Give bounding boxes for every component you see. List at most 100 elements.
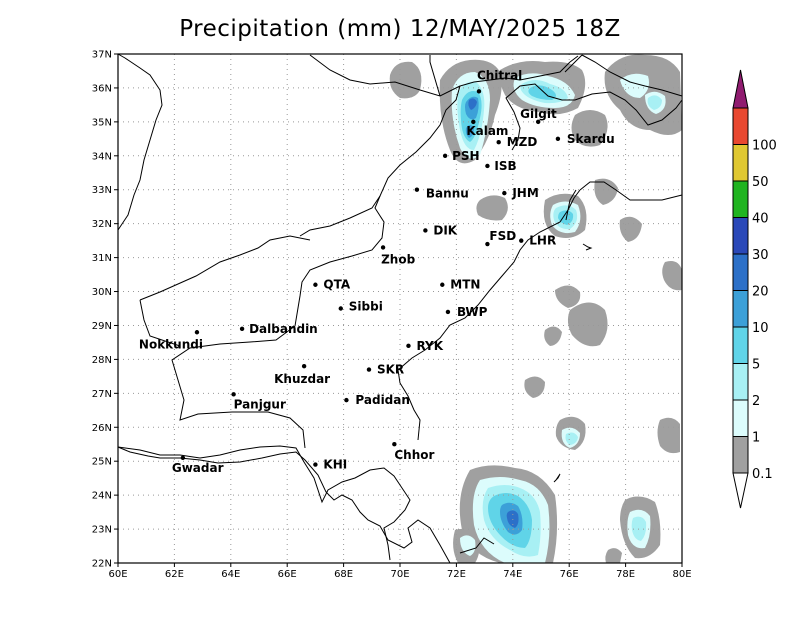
city-label: Bannu [426, 187, 469, 201]
city-label: MTN [450, 278, 480, 292]
city-label: Gwadar [172, 461, 224, 475]
colorbar-segment [732, 399, 749, 437]
precip-grey-east6 [544, 326, 562, 346]
precip-l2-ne [647, 95, 662, 110]
afg-northeast-border [309, 54, 461, 97]
lat-tick-label: 29N [92, 321, 112, 332]
city-label: Skardu [567, 132, 615, 146]
city-label: Khuzdar [274, 372, 330, 386]
city-label: DIK [433, 223, 457, 237]
city-marker [485, 163, 490, 169]
afg-iran-border [117, 53, 381, 347]
colorbar-lower-arrow [732, 472, 749, 509]
lat-tick-label: 27N [92, 389, 112, 400]
lon-tick-label: 78E [616, 569, 635, 580]
lat-tick-label: 34N [92, 151, 112, 162]
city-marker [180, 455, 186, 461]
lat-tick-label: 36N [92, 83, 112, 94]
lat-tick-label: 25N [92, 457, 112, 468]
city-label: RYK [416, 339, 443, 353]
city-label: LHR [529, 234, 556, 248]
lat-lon-grid [118, 54, 682, 563]
lon-tick-label: 60E [108, 569, 127, 580]
lon-tick-label: 68E [334, 569, 353, 580]
lat-tick-label: 33N [92, 185, 112, 196]
city-marker [392, 442, 397, 447]
lon-tick-label: 62E [165, 569, 184, 580]
lon-tick-label: 70E [390, 569, 409, 580]
city-marker [471, 119, 476, 125]
coastline [117, 446, 495, 564]
city-label: QTA [323, 278, 350, 292]
city-marker [502, 190, 507, 196]
colorbar-segment [732, 363, 749, 401]
precipitation-shading [389, 54, 682, 563]
lat-tick-label: 26N [92, 423, 112, 434]
precip-l2-small [565, 432, 578, 445]
precip-l1-south2 [460, 535, 476, 556]
precip-grey-east9 [657, 417, 680, 454]
colorbar-label: 40 [752, 212, 769, 227]
city-label: FSD [489, 229, 516, 243]
city-marker [476, 89, 482, 94]
city-label: SKR [377, 363, 404, 377]
colorbar-segment [732, 326, 749, 364]
city-marker [445, 309, 451, 315]
map-axes: 60E 62E 64E 66E 68E 70E 72E 74E 76E 78E 80E 22N 23N 2… [92, 50, 692, 581]
city-label: Dalbandin [249, 322, 318, 336]
colorbar-label: 20 [752, 285, 769, 300]
city-label: Zhob [381, 252, 415, 266]
colorbar-label: 30 [752, 248, 769, 263]
precip-l4-chitral2 [465, 125, 474, 138]
colorbar: 0.1 1 2 5 10 20 30 40 50 100 [732, 69, 777, 509]
lon-tick-label: 66E [278, 569, 297, 580]
lat-tick-label: 31N [92, 253, 112, 264]
india-china-border [564, 54, 683, 97]
city-label: Sibbi [349, 300, 383, 314]
lat-tick-label: 32N [92, 219, 112, 230]
colorbar-segment [732, 290, 749, 328]
colorbar-segment [732, 144, 749, 182]
lat-tick-label: 24N [92, 491, 112, 502]
city-marker [380, 245, 386, 250]
city-marker [519, 238, 524, 243]
colorbar-label: 50 [752, 175, 769, 190]
precip-grey-east7 [524, 376, 545, 398]
city-markers: Chitral Gilgit Kalam Skardu MZD PSH ISB JHM Bann… [139, 68, 615, 474]
city-marker [485, 241, 490, 247]
city-label: JHM [511, 186, 538, 200]
city-marker [313, 282, 318, 287]
precip-grey-skardu [571, 110, 608, 147]
city-marker [239, 326, 245, 332]
city-marker [414, 187, 420, 192]
city-marker [406, 343, 411, 349]
pak-afg-border [117, 61, 571, 561]
city-label: Kalam [466, 124, 508, 138]
city-marker [535, 119, 541, 125]
precip-grey-east2 [619, 216, 642, 242]
city-marker [496, 140, 501, 145]
precip-grey-east1 [594, 178, 618, 205]
city-marker [344, 397, 349, 403]
lon-tick-label: 80E [672, 569, 691, 580]
colorbar-upper-arrow [732, 69, 749, 109]
city-label: KHI [323, 458, 347, 472]
city-marker [442, 153, 448, 158]
city-label: ISB [494, 159, 516, 173]
colorbar-label: 2 [752, 394, 760, 409]
precip-grey-north [389, 61, 422, 99]
city-label: Gilgit [520, 107, 557, 121]
lat-tick-label: 23N [92, 525, 112, 536]
lon-tick-label: 64E [221, 569, 240, 580]
colorbar-segment [732, 107, 749, 145]
country-borders [117, 53, 683, 564]
lon-tick-label: 76E [560, 569, 579, 580]
lat-tick-label: 30N [92, 287, 112, 298]
kashmir-border [505, 83, 683, 221]
precip-l5-chitral [468, 98, 477, 110]
city-marker [301, 363, 307, 369]
precip-grey-east4 [555, 285, 581, 308]
city-marker [366, 367, 372, 372]
city-label: Panjgur [234, 397, 286, 411]
city-label: Chitral [477, 68, 522, 82]
